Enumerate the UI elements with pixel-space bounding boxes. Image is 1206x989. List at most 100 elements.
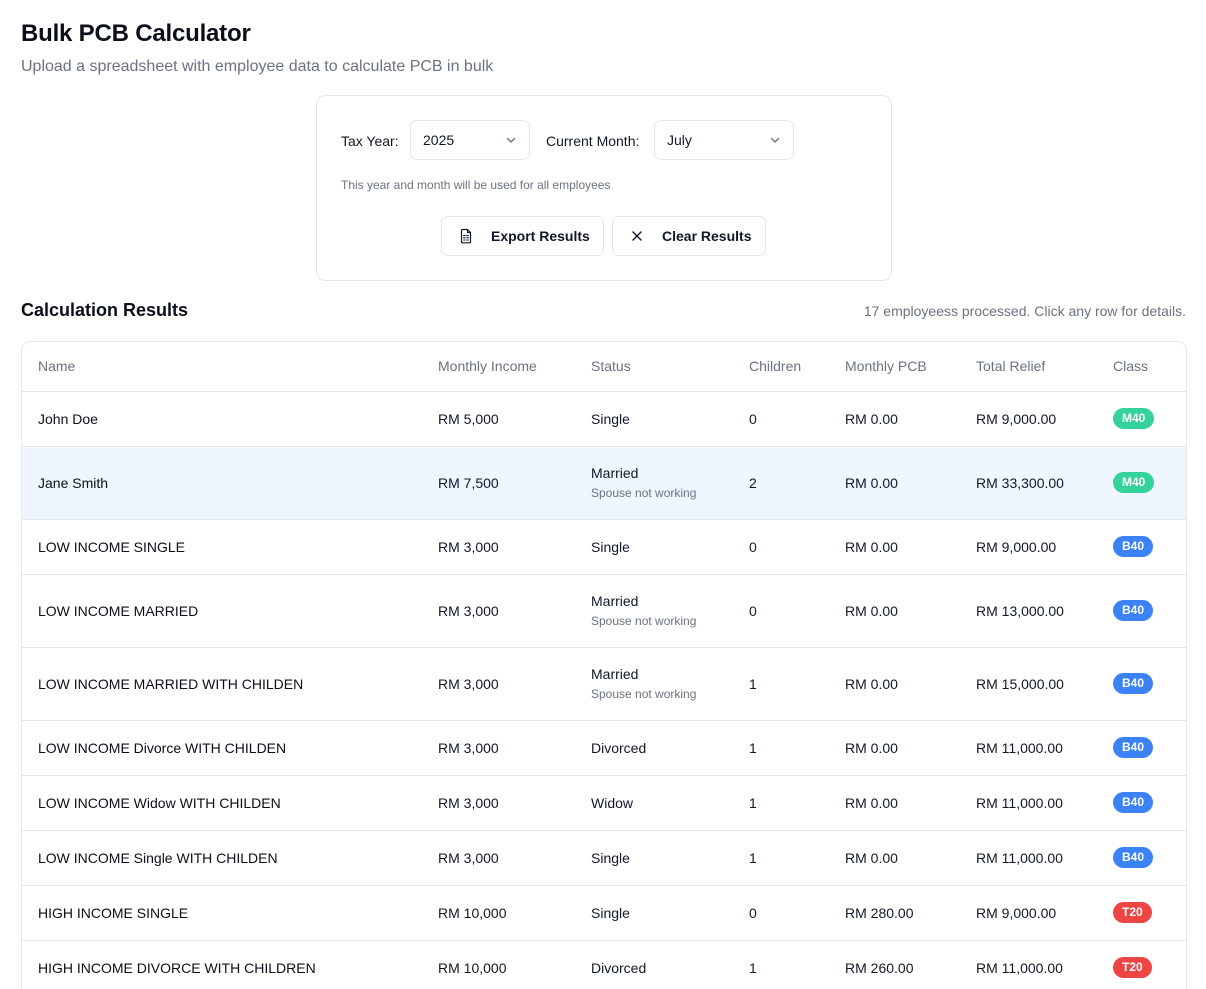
status-subtext: Spouse not working — [591, 687, 697, 701]
cell-monthly-pcb: RM 0.00 — [845, 574, 976, 648]
cell-monthly-income: RM 10,000 — [438, 940, 591, 989]
cell-monthly-income: RM 3,000 — [438, 830, 591, 886]
column-header-class[interactable]: Class — [1113, 342, 1186, 392]
cell-children: 1 — [749, 720, 845, 776]
column-header-name[interactable]: Name — [22, 342, 438, 392]
cell-children: 0 — [749, 391, 845, 447]
cell-name: LOW INCOME Widow WITH CHILDEN — [22, 775, 438, 831]
cell-class: B40 — [1113, 519, 1186, 575]
cell-monthly-income: RM 3,000 — [438, 647, 591, 721]
table-row[interactable]: HIGH INCOME SINGLE RM 10,000 Single 0 RM 280… — [22, 885, 1186, 941]
column-header-monthly-pcb[interactable]: Monthly PCB — [845, 342, 976, 392]
column-header-children[interactable]: Children — [749, 342, 845, 392]
cell-children: 1 — [749, 775, 845, 831]
cell-monthly-pcb: RM 280.00 — [845, 885, 976, 941]
cell-class: B40 — [1113, 574, 1186, 648]
table-row[interactable]: Jane Smith RM 7,500 Married Spouse not work… — [22, 446, 1186, 520]
cell-class: M40 — [1113, 391, 1186, 447]
cell-class: T20 — [1113, 885, 1186, 941]
month-select[interactable]: July — [654, 120, 794, 160]
class-badge: M40 — [1113, 472, 1155, 493]
column-header-total-relief[interactable]: Total Relief — [976, 342, 1113, 392]
status-text: Single — [591, 410, 630, 427]
cell-class: M40 — [1113, 446, 1186, 520]
status-text: Single — [591, 849, 630, 866]
status-text: Married — [591, 593, 639, 609]
cell-name: HIGH INCOME SINGLE — [22, 885, 438, 941]
status-text: Divorced — [591, 739, 647, 756]
table-row[interactable]: LOW INCOME Single WITH CHILDEN RM 3,000 Si… — [22, 830, 1186, 886]
tax-year-label: Tax Year: — [341, 133, 399, 149]
cell-monthly-pcb: RM 260.00 — [845, 940, 976, 989]
column-header-status[interactable]: Status — [591, 342, 749, 392]
cell-children: 1 — [749, 647, 845, 721]
file-spreadsheet-icon — [458, 228, 474, 244]
status-text: Married — [591, 465, 639, 481]
clear-results-button[interactable]: Clear Results — [612, 216, 766, 256]
cell-total-relief: RM 13,000.00 — [976, 574, 1113, 648]
cell-class: T20 — [1113, 940, 1186, 989]
cell-class: B40 — [1113, 830, 1186, 886]
chevron-down-icon — [506, 137, 516, 143]
class-badge: B40 — [1113, 536, 1154, 557]
table-row[interactable]: LOW INCOME Divorce WITH CHILDEN RM 3,000 D… — [22, 720, 1186, 776]
class-badge: B40 — [1113, 737, 1154, 758]
cell-children: 0 — [749, 519, 845, 575]
table-row[interactable]: LOW INCOME SINGLE RM 3,000 Single 0 RM 0.00 R… — [22, 519, 1186, 575]
status-subtext: Spouse not working — [591, 486, 697, 500]
cell-name: LOW INCOME SINGLE — [22, 519, 438, 575]
cell-children: 1 — [749, 940, 845, 989]
settings-hint: This year and month will be used for all… — [341, 178, 611, 192]
status-text: Single — [591, 538, 630, 555]
month-label: Current Month: — [546, 133, 640, 149]
cell-status: Widow — [591, 775, 749, 831]
class-badge: B40 — [1113, 673, 1154, 694]
class-badge: B40 — [1113, 847, 1154, 868]
cell-total-relief: RM 9,000.00 — [976, 391, 1113, 447]
cell-monthly-income: RM 10,000 — [438, 885, 591, 941]
cell-total-relief: RM 9,000.00 — [976, 519, 1113, 575]
cell-class: B40 — [1113, 720, 1186, 776]
settings-card: Tax Year: 2025 Current Month: July This … — [316, 95, 892, 281]
cell-total-relief: RM 11,000.00 — [976, 775, 1113, 831]
cell-monthly-pcb: RM 0.00 — [845, 647, 976, 721]
class-badge: T20 — [1113, 902, 1152, 923]
cell-children: 0 — [749, 574, 845, 648]
column-header-monthly-income[interactable]: Monthly Income — [438, 342, 591, 392]
tax-year-select[interactable]: 2025 — [410, 120, 530, 160]
export-results-label: Export Results — [491, 228, 590, 244]
cell-total-relief: RM 11,000.00 — [976, 720, 1113, 776]
cell-total-relief: RM 9,000.00 — [976, 885, 1113, 941]
cell-monthly-pcb: RM 0.00 — [845, 775, 976, 831]
cell-total-relief: RM 33,300.00 — [976, 446, 1113, 520]
cell-status: Single — [591, 830, 749, 886]
status-text: Widow — [591, 794, 634, 811]
cell-monthly-pcb: RM 0.00 — [845, 446, 976, 520]
cell-name: Jane Smith — [22, 446, 438, 520]
status-text: Divorced — [591, 959, 647, 976]
cell-name: LOW INCOME Divorce WITH CHILDEN — [22, 720, 438, 776]
cell-status: Married Spouse not working — [591, 574, 749, 648]
class-badge: B40 — [1113, 600, 1154, 621]
cell-class: B40 — [1113, 647, 1186, 721]
class-badge: M40 — [1113, 408, 1155, 429]
cell-monthly-income: RM 7,500 — [438, 446, 591, 520]
table-row[interactable]: LOW INCOME Widow WITH CHILDEN RM 3,000 Wid… — [22, 775, 1186, 831]
status-subtext: Spouse not working — [591, 614, 697, 628]
cell-monthly-pcb: RM 0.00 — [845, 519, 976, 575]
table-row[interactable]: LOW INCOME MARRIED WITH CHILDEN RM 3,000 M… — [22, 647, 1186, 721]
cell-class: B40 — [1113, 775, 1186, 831]
cell-monthly-income: RM 5,000 — [438, 391, 591, 447]
table-row[interactable]: LOW INCOME MARRIED RM 3,000 Married Spouse … — [22, 574, 1186, 648]
page-subtitle: Upload a spreadsheet with employee data … — [21, 58, 494, 75]
cell-status: Divorced — [591, 720, 749, 776]
status-text: Married — [591, 666, 639, 682]
table-row[interactable]: John Doe RM 5,000 Single 0 RM 0.00 RM 9,000.0… — [22, 391, 1186, 447]
table-row[interactable]: HIGH INCOME DIVORCE WITH CHILDREN RM 10,0… — [22, 940, 1186, 989]
export-results-button[interactable]: Export Results — [441, 216, 604, 256]
cell-monthly-pcb: RM 0.00 — [845, 830, 976, 886]
cell-name: LOW INCOME Single WITH CHILDEN — [22, 830, 438, 886]
table-header-row: Name Monthly Income Status Children Mont… — [22, 342, 1186, 392]
cell-status: Married Spouse not working — [591, 647, 749, 721]
class-badge: B40 — [1113, 792, 1154, 813]
